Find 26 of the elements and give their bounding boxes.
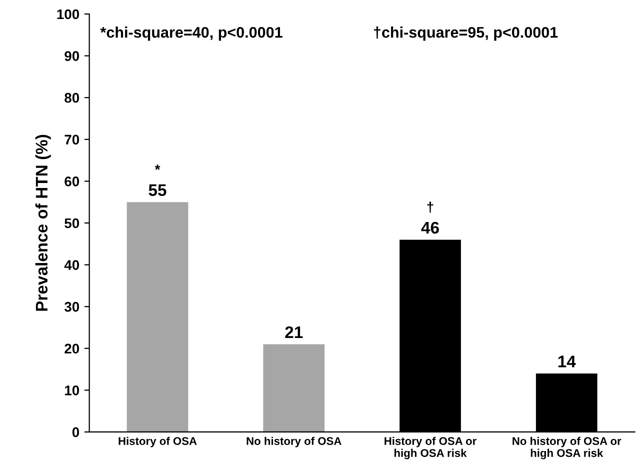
bar <box>263 344 325 432</box>
y-tick-label: 30 <box>64 302 80 312</box>
y-tick-label: 10 <box>65 386 80 396</box>
y-tick-label: 90 <box>64 51 80 61</box>
data-label: 21 <box>285 326 303 338</box>
data-label: 55 <box>148 184 166 196</box>
y-tick-label: 0 <box>72 427 80 438</box>
x-tick-label: History of OSA or high OSA risk <box>384 436 476 460</box>
y-tick-label: 80 <box>64 92 80 103</box>
y-tick-label: 60 <box>64 176 80 186</box>
bar <box>126 202 188 432</box>
x-tick-label: No history of OSA <box>246 436 342 448</box>
data-label: 46 <box>421 222 439 234</box>
y-tick-label: 20 <box>64 344 80 354</box>
y-tick-label: 40 <box>64 260 80 270</box>
annotation: † <box>427 202 434 213</box>
x-tick-label: No history of OSA or high OSA risk <box>512 436 622 460</box>
y-tick-label: 100 <box>57 9 80 20</box>
annotation: *chi-square=40, p<0.0001 <box>100 26 282 41</box>
annotation: †chi-square=95, p<0.0001 <box>374 26 558 41</box>
y-tick-label: 50 <box>64 218 80 228</box>
annotation: * <box>154 164 160 170</box>
x-tick-label: History of OSA <box>118 436 197 448</box>
y-tick-label: 70 <box>64 134 80 145</box>
data-label: 14 <box>558 356 576 368</box>
y-axis-title: Prevalence of HTN (%) <box>35 134 51 311</box>
